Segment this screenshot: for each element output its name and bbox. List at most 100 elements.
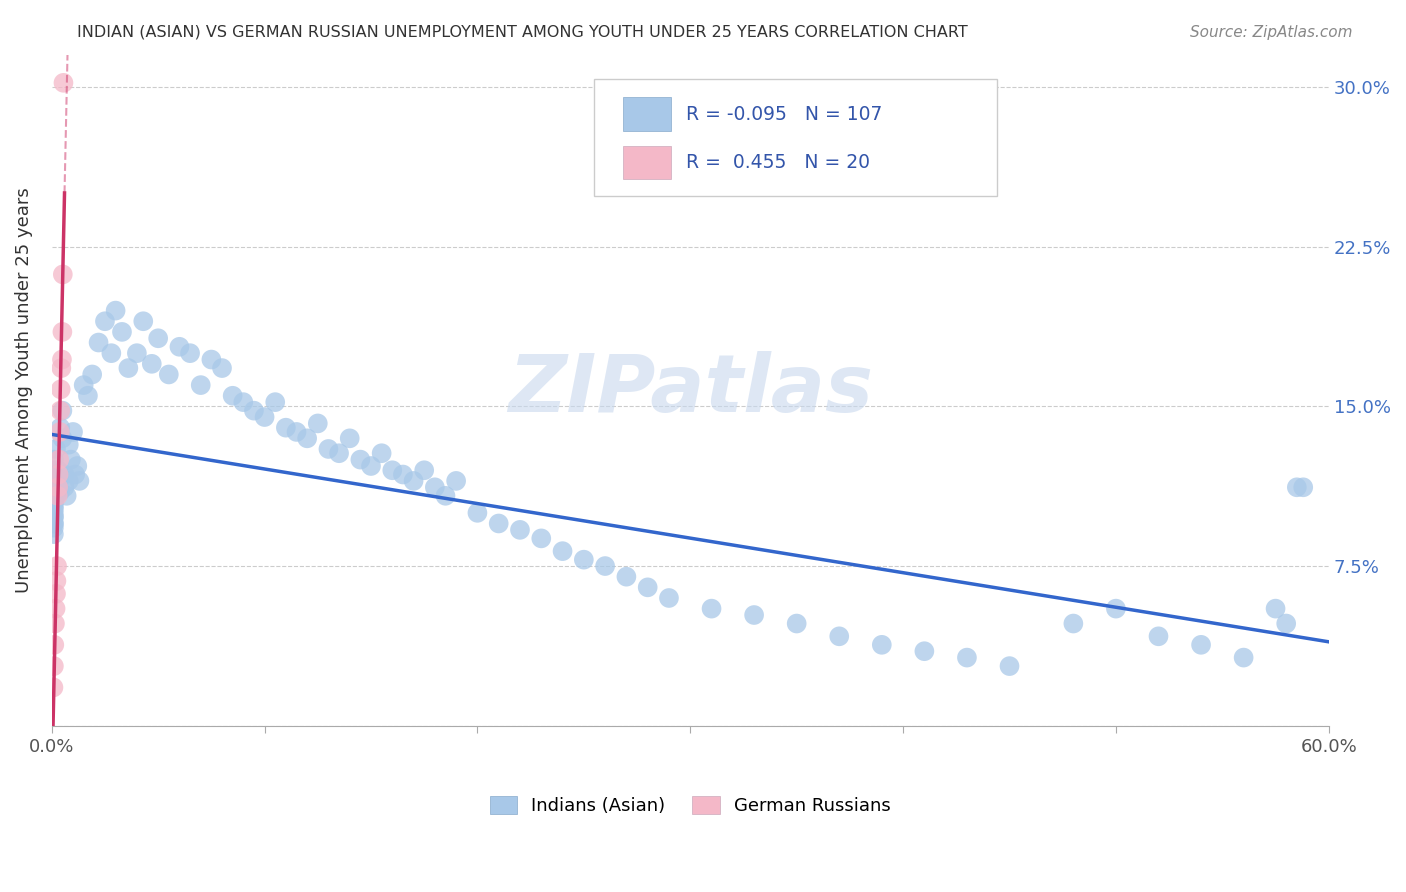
Y-axis label: Unemployment Among Youth under 25 years: Unemployment Among Youth under 25 years xyxy=(15,187,32,593)
Point xyxy=(307,417,329,431)
Point xyxy=(125,346,148,360)
Point xyxy=(211,361,233,376)
Point xyxy=(232,395,254,409)
Point xyxy=(53,467,76,482)
Point xyxy=(616,570,638,584)
Point xyxy=(42,527,65,541)
Text: ZIPatlas: ZIPatlas xyxy=(508,351,873,429)
Point xyxy=(912,644,935,658)
Point xyxy=(42,501,65,516)
Point xyxy=(111,325,134,339)
Point xyxy=(48,452,70,467)
Point xyxy=(488,516,510,531)
Point xyxy=(658,591,681,605)
Point xyxy=(1062,616,1084,631)
Point xyxy=(87,335,110,350)
Point xyxy=(132,314,155,328)
Point xyxy=(46,489,69,503)
Point xyxy=(318,442,340,456)
Point xyxy=(295,431,318,445)
Point xyxy=(51,325,73,339)
Point xyxy=(73,378,96,392)
Point xyxy=(434,489,457,503)
Point xyxy=(700,601,723,615)
Point xyxy=(413,463,436,477)
Text: INDIAN (ASIAN) VS GERMAN RUSSIAN UNEMPLOYMENT AMONG YOUTH UNDER 25 YEARS CORRELA: INDIAN (ASIAN) VS GERMAN RUSSIAN UNEMPLO… xyxy=(77,25,969,40)
Point xyxy=(53,480,76,494)
Point xyxy=(572,552,595,566)
FancyBboxPatch shape xyxy=(595,78,997,196)
Point xyxy=(42,500,65,514)
Point xyxy=(551,544,574,558)
Point xyxy=(274,420,297,434)
Point xyxy=(360,458,382,473)
Point xyxy=(392,467,415,482)
Point xyxy=(370,446,392,460)
Point xyxy=(51,361,73,376)
Point xyxy=(402,474,425,488)
Point xyxy=(42,489,65,503)
Legend: Indians (Asian), German Russians: Indians (Asian), German Russians xyxy=(482,789,898,822)
Point xyxy=(328,446,350,460)
Point xyxy=(42,480,65,494)
Point xyxy=(742,607,765,622)
Point xyxy=(46,463,69,477)
Point xyxy=(45,480,67,494)
Point xyxy=(46,474,69,488)
Point xyxy=(42,484,65,499)
Point xyxy=(509,523,531,537)
Point xyxy=(45,442,67,456)
Point xyxy=(146,331,169,345)
Point xyxy=(870,638,893,652)
Point xyxy=(44,638,66,652)
Point xyxy=(42,463,65,477)
Point xyxy=(52,268,75,282)
Point xyxy=(169,340,191,354)
Point xyxy=(221,389,243,403)
Point xyxy=(339,431,361,445)
Point xyxy=(49,403,72,417)
Point xyxy=(285,425,308,439)
Point xyxy=(45,601,67,615)
Point xyxy=(1264,601,1286,615)
Point xyxy=(51,403,73,417)
Point xyxy=(42,489,65,503)
Point xyxy=(1285,480,1308,494)
Point xyxy=(243,403,266,417)
Point xyxy=(49,383,72,397)
Point xyxy=(58,438,80,452)
Point xyxy=(55,489,77,503)
Point xyxy=(1105,601,1128,615)
Point xyxy=(42,452,65,467)
Point xyxy=(42,510,65,524)
Point xyxy=(423,480,446,494)
Point xyxy=(42,495,65,509)
Point xyxy=(59,452,82,467)
Point xyxy=(42,659,65,673)
Point xyxy=(49,484,72,499)
Point xyxy=(786,616,808,631)
Point xyxy=(530,532,553,546)
Text: Source: ZipAtlas.com: Source: ZipAtlas.com xyxy=(1189,25,1353,40)
Point xyxy=(998,659,1021,673)
Point xyxy=(264,395,287,409)
Point xyxy=(44,616,66,631)
Point xyxy=(77,389,100,403)
Point xyxy=(1292,480,1315,494)
Point xyxy=(42,467,65,482)
Point xyxy=(51,352,73,367)
Point xyxy=(42,474,65,488)
Point xyxy=(42,506,65,520)
Point xyxy=(42,474,65,488)
Point xyxy=(66,458,89,473)
Point xyxy=(1147,629,1170,643)
Point xyxy=(42,521,65,535)
Point xyxy=(141,357,163,371)
Point xyxy=(42,516,65,531)
Point xyxy=(828,629,851,643)
Point xyxy=(104,303,127,318)
Point xyxy=(100,346,122,360)
Point xyxy=(46,480,69,494)
Point xyxy=(190,378,212,392)
Point xyxy=(381,463,404,477)
